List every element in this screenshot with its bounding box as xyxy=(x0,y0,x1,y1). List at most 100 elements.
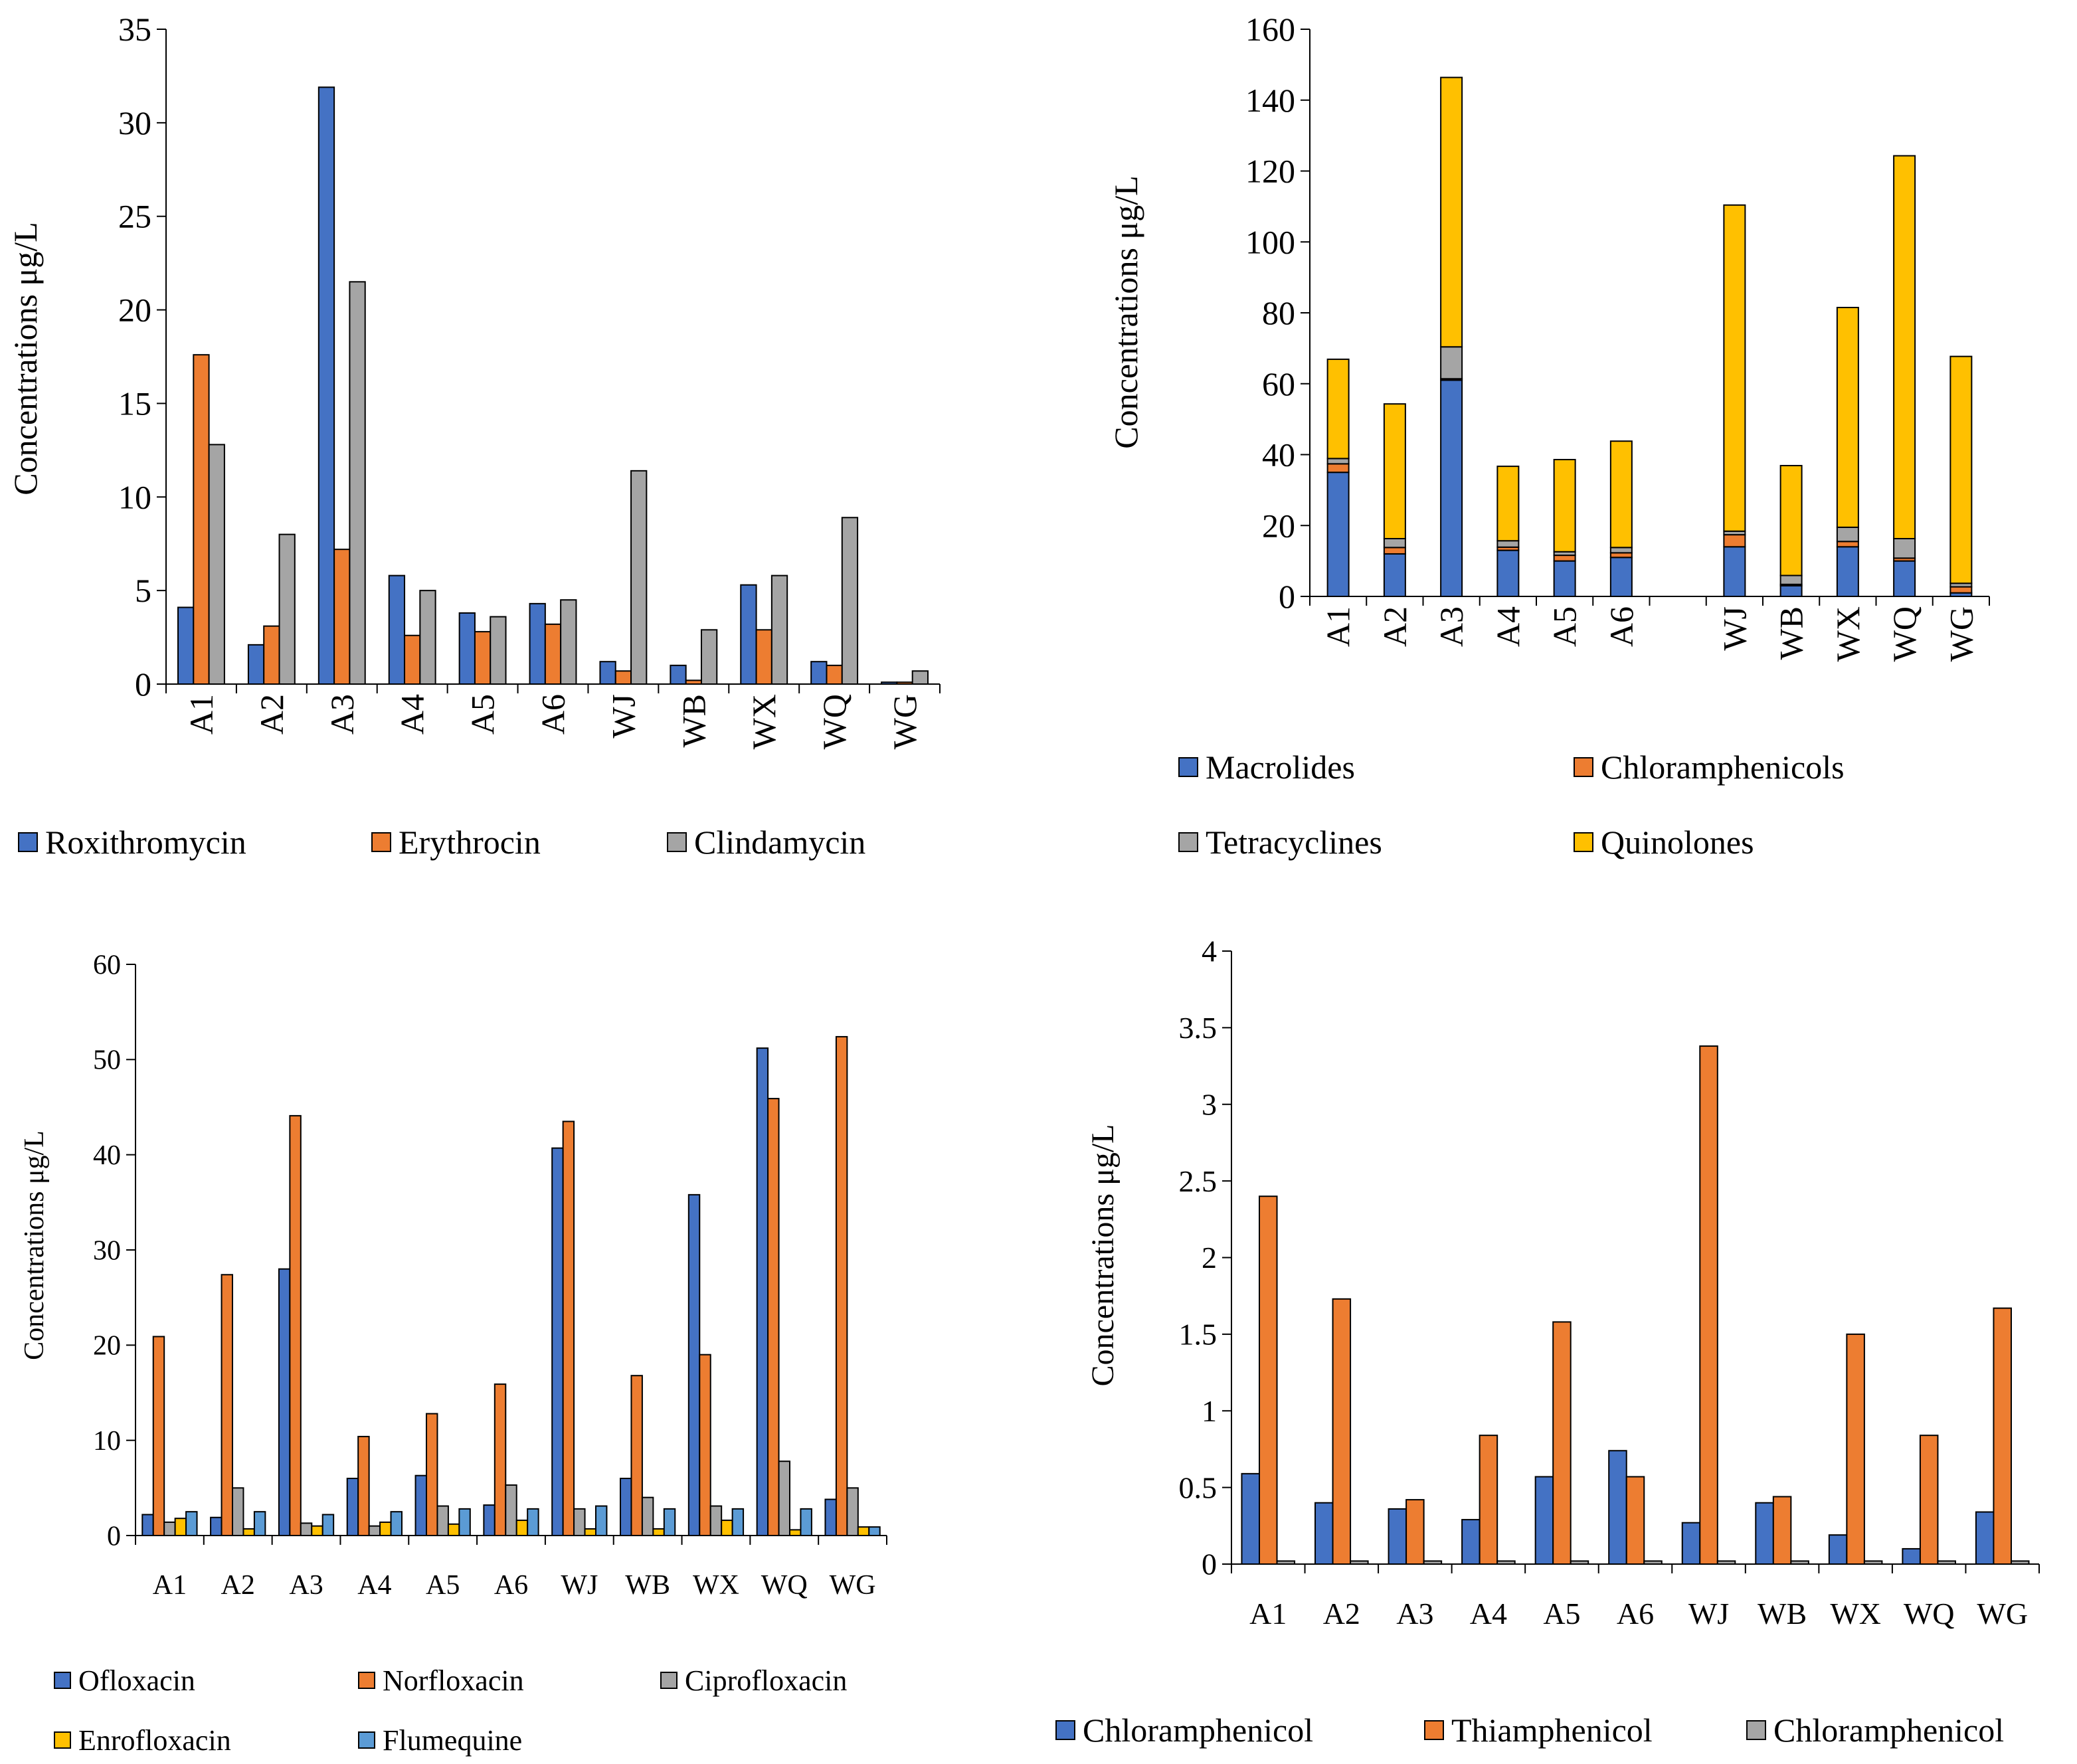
x-tick-label-a6: A6 xyxy=(1617,1597,1654,1631)
bar-norfloxacin-wb xyxy=(630,1375,643,1536)
bar-thiamphenicol-wq xyxy=(1919,1435,1939,1565)
y-tick-label: 20 xyxy=(93,1331,121,1362)
y-tick-label: 0 xyxy=(107,1521,121,1551)
x-tick-label-wq: WQ xyxy=(1904,1597,1955,1631)
bar-clindamycin-wg xyxy=(911,670,929,685)
bar-norfloxacin-wg xyxy=(835,1035,848,1536)
legend-swatch-flumequine xyxy=(358,1731,375,1749)
x-tick-label-a1: A1 xyxy=(1320,606,1357,647)
bar-ciprofloxacin-wj xyxy=(573,1508,586,1537)
bar-roxithromycin-wq xyxy=(810,661,828,685)
bar-enrofloxacin-a4 xyxy=(379,1521,392,1537)
bar-roxithromycin-wx xyxy=(740,584,757,685)
bar-clindamycin-wb xyxy=(700,629,718,685)
bar-quinolones-a1 xyxy=(1326,358,1350,460)
legend-swatch-macrolides xyxy=(1178,757,1198,777)
bar-tetracyclines-a1 xyxy=(1326,458,1350,465)
bar-roxithromycin-a1 xyxy=(177,606,195,685)
legend: Macrolides Chloramphenicols Tetracyclines Q… xyxy=(1178,749,1845,861)
bar-chloramphenicol-a3 xyxy=(1388,1508,1407,1565)
bar-norfloxacin-wx xyxy=(699,1354,711,1536)
bar-chloramphenicols-a2 xyxy=(1383,547,1406,555)
y-tick-label: 60 xyxy=(1262,365,1295,402)
bar-macrolides-a4 xyxy=(1496,549,1520,597)
legend-swatch-chloramphenicol xyxy=(1746,1720,1766,1740)
legend-label-clindamycin: Clindamycin xyxy=(694,824,865,861)
bar-norfloxacin-wj xyxy=(562,1120,575,1536)
legend-label-flumequine: Flumequine xyxy=(383,1724,522,1757)
bar-macrolides-wq xyxy=(1893,560,1916,597)
bar-tetracyclines-wx xyxy=(1836,526,1859,543)
bar-enrofloxacin-wb xyxy=(652,1528,665,1536)
x-tick-label-wb: WB xyxy=(1773,606,1810,660)
bar-tetracyclines-a4 xyxy=(1496,540,1520,548)
x-tick-label-wx: WX xyxy=(745,694,782,749)
x-tick-label-wq: WQ xyxy=(816,694,853,749)
x-tick-label-a3: A3 xyxy=(1433,606,1470,647)
bar-flumequine-a3 xyxy=(321,1514,335,1536)
x-tick-label-a2: A2 xyxy=(221,1570,255,1601)
x-tick-label-a1: A1 xyxy=(183,694,220,735)
bar-macrolides-wj xyxy=(1723,546,1746,598)
legend-label-thiamphenicol: Thiamphenicol xyxy=(1451,1712,1653,1749)
y-tick-label: 25 xyxy=(118,198,151,235)
legend-label-norfloxacin: Norfloxacin xyxy=(383,1664,524,1697)
legend-swatch-enrofloxacin xyxy=(54,1731,71,1749)
x-tick-label-wx: WX xyxy=(1829,606,1866,662)
y-tick-label: 120 xyxy=(1245,153,1295,190)
x-tick-label-a4: A4 xyxy=(357,1570,391,1601)
bar-ofloxacin-a3 xyxy=(278,1268,291,1536)
legend-label-ofloxacin: Ofloxacin xyxy=(78,1664,195,1697)
y-tick-label: 5 xyxy=(135,572,151,609)
bar-chloramphenicol-a1 xyxy=(1241,1472,1261,1565)
bar-ofloxacin-a2 xyxy=(210,1516,223,1536)
y-tick-label: 0 xyxy=(1202,1547,1217,1581)
bar-quinolones-a2 xyxy=(1383,403,1406,539)
bar-quinolones-a3 xyxy=(1440,76,1463,348)
y-tick-label: 50 xyxy=(93,1045,121,1076)
y-tick-label: 80 xyxy=(1262,294,1295,331)
bar-chloramphenicols-wg xyxy=(1949,586,1973,594)
x-tick-label-a5: A5 xyxy=(426,1570,460,1601)
legend-label-ciprofloxacin: Ciprofloxacin xyxy=(685,1664,847,1697)
bar-tetracyclines-wb xyxy=(1779,574,1803,585)
bar-clindamycin-a3 xyxy=(349,281,366,685)
x-tick-label-wj: WJ xyxy=(604,694,642,739)
x-tick-label-a2: A2 xyxy=(253,694,290,735)
bar-thiamphenicol-a1 xyxy=(1259,1195,1278,1565)
chart-classes-stacked: Concentrations μg/L 0 20 40 60 80 100 120 140 160… xyxy=(1107,11,1990,861)
legend-swatch-thiamphenicol xyxy=(1424,1720,1444,1740)
legend-swatch-quinolones xyxy=(1574,832,1593,852)
bar-flumequine-a4 xyxy=(390,1511,403,1537)
x-tick-label-a5: A5 xyxy=(1546,606,1583,647)
y-tick-label: 160 xyxy=(1245,11,1295,48)
bar-clindamycin-a6 xyxy=(560,599,577,685)
x-tick-label-a5: A5 xyxy=(464,694,501,735)
legend: Ofloxacin Norfloxacin Ciprofloxacin Enroflo… xyxy=(54,1664,847,1757)
bar-roxithromycin-a6 xyxy=(529,602,546,685)
x-tick-label-a6: A6 xyxy=(535,694,572,735)
bar-chloramphenicol-wj xyxy=(1681,1522,1701,1565)
chart-quinolones: Concentrations μg/L 0 10 20 30 40 50 60 A1 A2 A3 A4… xyxy=(19,950,887,1757)
legend-label-erythrocin: Erythrocin xyxy=(399,824,541,861)
y-tick-label: 1 xyxy=(1202,1394,1217,1428)
x-tick-label-a3: A3 xyxy=(289,1570,323,1601)
legend-swatch-erythrocin xyxy=(371,832,391,852)
bar-enrofloxacin-a3 xyxy=(311,1525,323,1537)
bar-enrofloxacin-a6 xyxy=(515,1520,529,1536)
bar-flumequine-wj xyxy=(594,1505,608,1536)
y-tick-label: 2 xyxy=(1202,1241,1217,1275)
bar-macrolides-a3 xyxy=(1440,379,1463,597)
bar-erythrocin-wj xyxy=(614,670,632,685)
legend-label-roxithromycin: Roxithromycin xyxy=(45,824,246,861)
bar-thiamphenicol-a6 xyxy=(1625,1476,1645,1565)
x-tick-label-wg: WG xyxy=(1977,1597,2028,1631)
x-tick-label-a5: A5 xyxy=(1543,1597,1580,1631)
y-tick-label: 20 xyxy=(1262,507,1295,544)
y-tick-label: 10 xyxy=(93,1426,121,1456)
bar-erythrocin-a2 xyxy=(263,625,280,685)
legend-swatch-ofloxacin xyxy=(54,1672,71,1689)
bar-ciprofloxacin-wq xyxy=(778,1460,790,1536)
x-tick-label-wb: WB xyxy=(1758,1597,1807,1631)
bar-flumequine-wb xyxy=(663,1508,676,1537)
